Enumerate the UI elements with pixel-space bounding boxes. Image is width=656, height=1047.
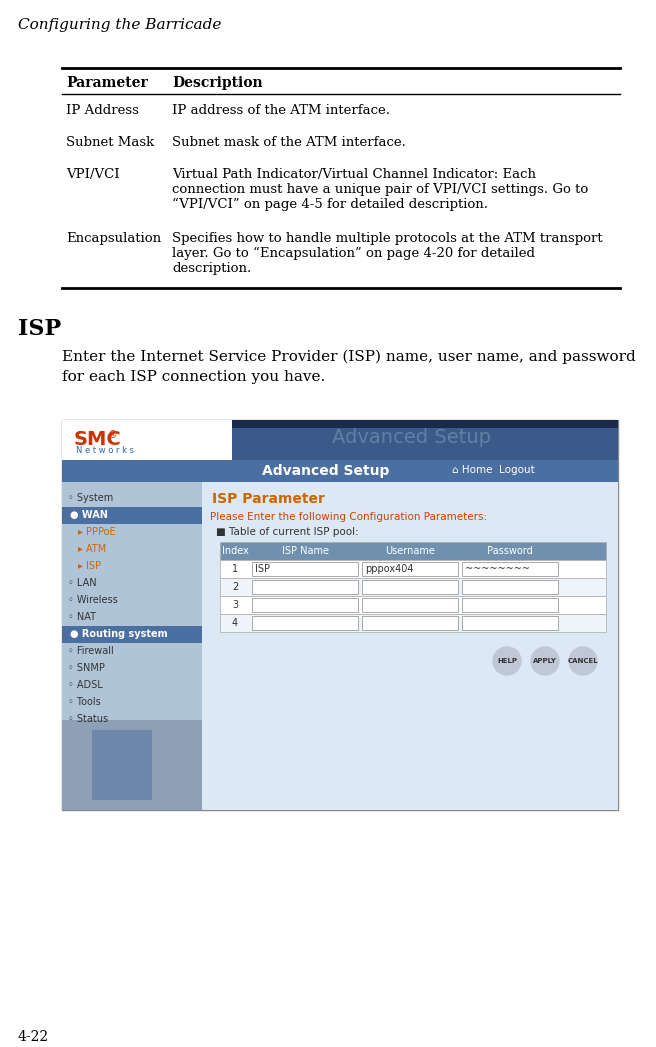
Bar (62, 507, 202, 524)
Text: Advanced Setup: Advanced Setup (332, 428, 491, 447)
Text: ◦ Firewall: ◦ Firewall (68, 646, 113, 656)
Text: ISP Parameter: ISP Parameter (212, 492, 325, 506)
Text: SMC: SMC (74, 430, 122, 449)
Text: Configuring the Barricade: Configuring the Barricade (18, 18, 221, 32)
Text: CANCEL: CANCEL (567, 658, 598, 664)
Bar (252, 580, 358, 594)
Bar (462, 562, 558, 576)
Bar (252, 562, 358, 576)
Text: ● Routing system: ● Routing system (70, 629, 168, 639)
Text: pppox404: pppox404 (365, 564, 413, 574)
Text: ▸ ATM: ▸ ATM (78, 544, 106, 554)
Circle shape (569, 647, 597, 675)
Text: ◦ LAN: ◦ LAN (68, 578, 96, 588)
Text: Parameter: Parameter (66, 76, 148, 90)
Text: ®: ® (108, 430, 117, 440)
Text: ISP: ISP (18, 318, 61, 340)
Bar (62, 626, 202, 643)
Text: Please Enter the following Configuration Parameters:: Please Enter the following Configuration… (210, 512, 487, 522)
Bar (62, 420, 618, 428)
Bar (220, 596, 606, 614)
Bar (220, 614, 606, 632)
Text: Enter the Internet Service Provider (ISP) name, user name, and password
for each: Enter the Internet Service Provider (ISP… (62, 350, 636, 384)
Text: ◦ NAT: ◦ NAT (68, 612, 96, 622)
Bar (252, 598, 358, 612)
Text: N e t w o r k s: N e t w o r k s (76, 446, 134, 455)
Text: ◦ ADSL: ◦ ADSL (68, 680, 103, 690)
Text: 3: 3 (232, 600, 238, 610)
Text: Subnet Mask: Subnet Mask (66, 136, 154, 149)
Text: Specifies how to handle multiple protocols at the ATM transport
layer. Go to “En: Specifies how to handle multiple protoco… (172, 232, 603, 275)
Text: APPLY: APPLY (533, 658, 557, 664)
Bar (462, 580, 558, 594)
Bar (92, 730, 152, 800)
Text: 4: 4 (232, 618, 238, 628)
Text: ⌂ Home  Logout: ⌂ Home Logout (452, 465, 535, 475)
Bar (220, 578, 606, 596)
Text: ■ Table of current ISP pool:: ■ Table of current ISP pool: (216, 527, 359, 537)
Bar (252, 616, 358, 630)
Text: 2: 2 (232, 582, 238, 592)
Text: IP Address: IP Address (66, 104, 139, 117)
Bar (202, 482, 618, 810)
Text: ◦ SNMP: ◦ SNMP (68, 663, 105, 673)
Text: ▸ PPPoE: ▸ PPPoE (78, 527, 115, 537)
Bar (62, 420, 232, 460)
Bar (62, 420, 618, 810)
Text: Password: Password (487, 545, 533, 556)
Text: ~~~~~~~~: ~~~~~~~~ (465, 564, 530, 574)
Bar (62, 420, 618, 460)
Text: ◦ Tools: ◦ Tools (68, 697, 101, 707)
Text: Description: Description (172, 76, 262, 90)
Bar (462, 598, 558, 612)
Circle shape (531, 647, 559, 675)
Bar (220, 542, 606, 560)
Text: ISP Name: ISP Name (281, 545, 329, 556)
Text: 4-22: 4-22 (18, 1030, 49, 1044)
Text: Username: Username (385, 545, 435, 556)
Text: ◦ Wireless: ◦ Wireless (68, 595, 117, 605)
Text: Index: Index (222, 545, 249, 556)
Text: VPI/VCI: VPI/VCI (66, 168, 119, 181)
Text: ▸ ISP: ▸ ISP (78, 561, 101, 571)
Bar (462, 616, 558, 630)
Bar (362, 562, 458, 576)
Text: Encapsulation: Encapsulation (66, 232, 161, 245)
Circle shape (493, 647, 521, 675)
Text: Subnet mask of the ATM interface.: Subnet mask of the ATM interface. (172, 136, 406, 149)
Text: HELP: HELP (497, 658, 517, 664)
Text: Virtual Path Indicator/Virtual Channel Indicator: Each
connection must have a un: Virtual Path Indicator/Virtual Channel I… (172, 168, 588, 211)
Bar (220, 560, 606, 578)
Text: ◦ System: ◦ System (68, 493, 113, 503)
Bar (62, 482, 202, 810)
Text: ISP: ISP (255, 564, 270, 574)
Text: ◦ Status: ◦ Status (68, 714, 108, 723)
Text: IP address of the ATM interface.: IP address of the ATM interface. (172, 104, 390, 117)
Bar (362, 616, 458, 630)
Text: ● WAN: ● WAN (70, 510, 108, 520)
Bar (362, 580, 458, 594)
Bar (62, 460, 618, 482)
Bar (362, 598, 458, 612)
Bar (62, 720, 202, 810)
Text: 1: 1 (232, 564, 238, 574)
Text: Advanced Setup: Advanced Setup (262, 464, 390, 478)
